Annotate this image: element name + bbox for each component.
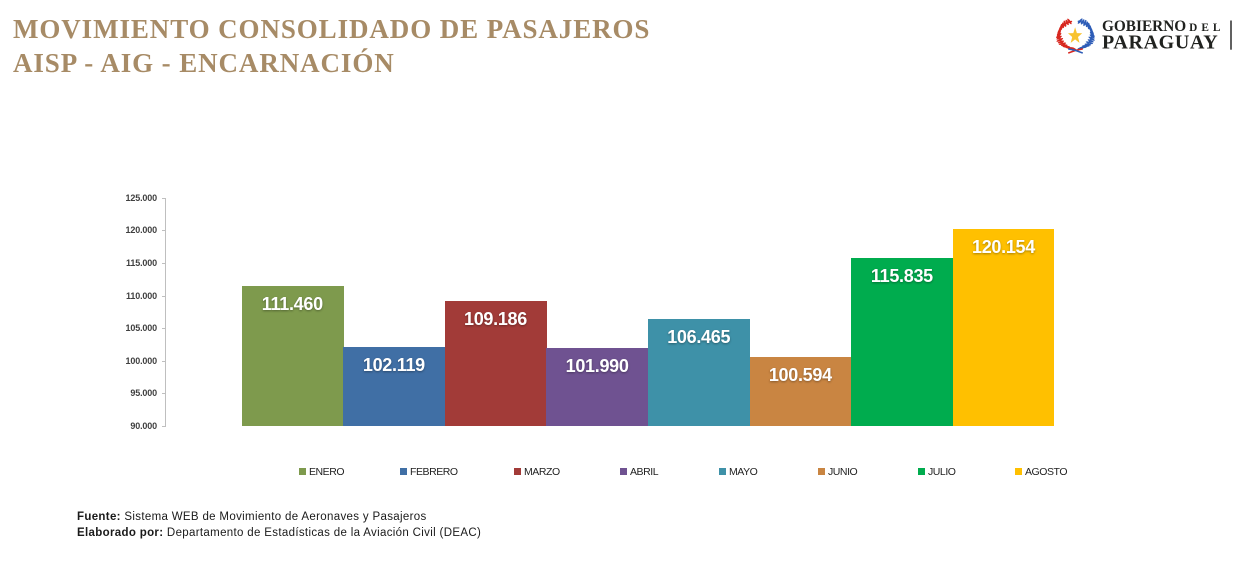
- svg-text:PARAGUAY: PARAGUAY: [1102, 32, 1218, 54]
